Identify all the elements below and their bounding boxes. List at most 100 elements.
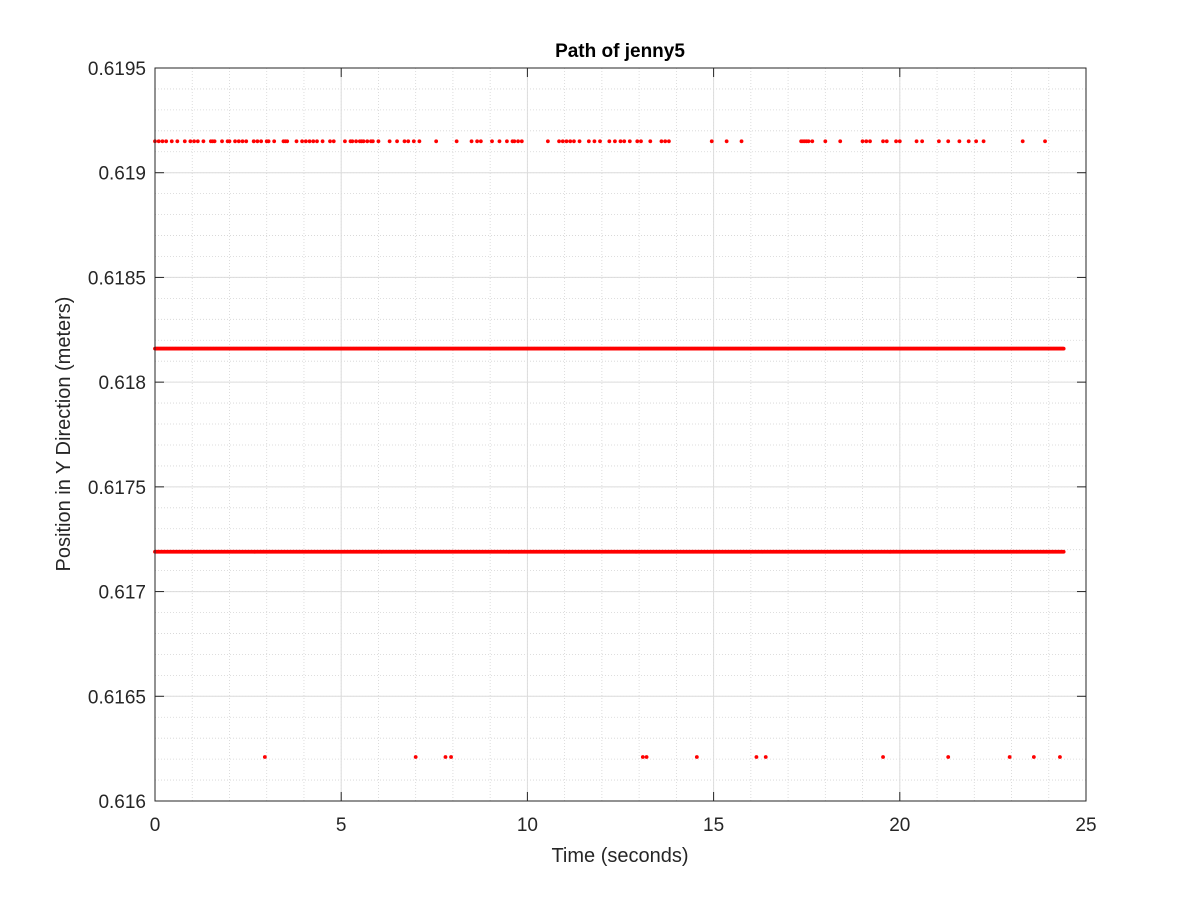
x-tick-labels: 0 5 10 15 20 25 xyxy=(150,815,1097,836)
data-point xyxy=(806,139,811,144)
data-point xyxy=(272,139,277,144)
data-point xyxy=(343,139,347,144)
data-point xyxy=(635,139,640,144)
data-point xyxy=(607,139,612,144)
data-point xyxy=(350,139,355,144)
data-point xyxy=(864,139,869,144)
data-point xyxy=(395,139,399,144)
y-tick-label: 0.618 xyxy=(98,373,146,394)
y-tick-label: 0.619 xyxy=(98,164,146,185)
data-point xyxy=(387,139,392,144)
axis-ticks xyxy=(154,67,1087,802)
data-point xyxy=(406,139,411,144)
plot-background xyxy=(155,68,1086,801)
data-point xyxy=(370,139,375,144)
y-tick-label: 0.6195 xyxy=(88,59,146,80)
data-point xyxy=(233,139,237,144)
data-point xyxy=(175,139,180,144)
data-point xyxy=(568,139,573,144)
data-point xyxy=(881,139,885,144)
x-tick-label: 20 xyxy=(889,815,910,836)
data-point xyxy=(946,755,951,759)
x-tick-label: 25 xyxy=(1075,815,1096,836)
data-point xyxy=(315,139,319,144)
y-tick-label: 0.6165 xyxy=(88,687,146,708)
data-point xyxy=(212,139,217,144)
data-point xyxy=(164,139,169,144)
data-point xyxy=(667,139,671,144)
data-point xyxy=(868,139,872,144)
data-point xyxy=(361,139,366,144)
data-point xyxy=(220,139,224,144)
data-point xyxy=(475,139,480,144)
data-point xyxy=(331,139,336,144)
data-point xyxy=(201,139,206,144)
data-point xyxy=(598,139,602,144)
data-point xyxy=(627,139,632,144)
data-point xyxy=(1007,755,1012,759)
data-point xyxy=(957,139,962,144)
data-point xyxy=(169,139,174,144)
data-point xyxy=(724,139,729,144)
data-point xyxy=(505,139,509,144)
data-point xyxy=(227,139,232,144)
data-point xyxy=(659,139,664,144)
data-point xyxy=(838,139,843,144)
data-point xyxy=(160,139,165,144)
data-point xyxy=(519,139,524,144)
data-point xyxy=(810,139,815,144)
data-point xyxy=(622,139,627,144)
y-tick-label: 0.6175 xyxy=(88,478,146,499)
data-point xyxy=(294,139,299,144)
y-tick-label: 0.6185 xyxy=(88,268,146,289)
data-point xyxy=(188,139,193,144)
data-point xyxy=(1061,549,1066,554)
data-point xyxy=(648,139,653,144)
y-tick-label: 0.616 xyxy=(98,792,146,813)
data-point xyxy=(1061,346,1066,351)
data-point xyxy=(262,755,267,759)
x-tick-label: 5 xyxy=(336,815,347,836)
data-point xyxy=(182,139,187,144)
data-point xyxy=(413,755,418,759)
data-point xyxy=(354,139,358,144)
x-axis-title: Time (seconds) xyxy=(551,845,688,867)
data-point xyxy=(300,139,304,144)
x-tick-label: 10 xyxy=(517,815,538,836)
data-point xyxy=(946,139,951,144)
data-point xyxy=(454,139,459,144)
data-markers xyxy=(153,139,1066,759)
data-point xyxy=(376,139,381,144)
data-point xyxy=(328,139,332,144)
data-point xyxy=(739,139,744,144)
data-point xyxy=(497,139,502,144)
data-point xyxy=(1031,755,1036,759)
chart-title: Path of jenny5 xyxy=(555,41,685,62)
data-point xyxy=(823,139,828,144)
data-point xyxy=(469,139,474,144)
data-point xyxy=(884,139,889,144)
data-point xyxy=(557,139,561,144)
data-point xyxy=(577,139,582,144)
data-point xyxy=(974,139,979,144)
data-point xyxy=(244,139,249,144)
data-point xyxy=(981,139,986,144)
y-tick-label: 0.617 xyxy=(98,583,146,604)
data-point xyxy=(881,755,885,759)
data-point xyxy=(251,139,256,144)
data-point xyxy=(1020,139,1025,144)
y-axis-title: Position in Y Direction (meters) xyxy=(53,297,75,572)
data-point xyxy=(236,139,241,144)
data-point xyxy=(303,139,308,144)
data-point xyxy=(255,139,260,144)
x-tick-label: 0 xyxy=(150,815,161,836)
data-point xyxy=(402,139,407,144)
data-point xyxy=(195,139,200,144)
data-point xyxy=(592,139,597,144)
y-tick-labels: 0.616 0.6165 0.617 0.6175 0.618 0.6185 0.619 0.… xyxy=(88,59,146,813)
data-point xyxy=(640,755,645,759)
data-point xyxy=(564,139,569,144)
data-point xyxy=(920,139,925,144)
data-point xyxy=(694,755,699,759)
data-point xyxy=(512,139,517,144)
